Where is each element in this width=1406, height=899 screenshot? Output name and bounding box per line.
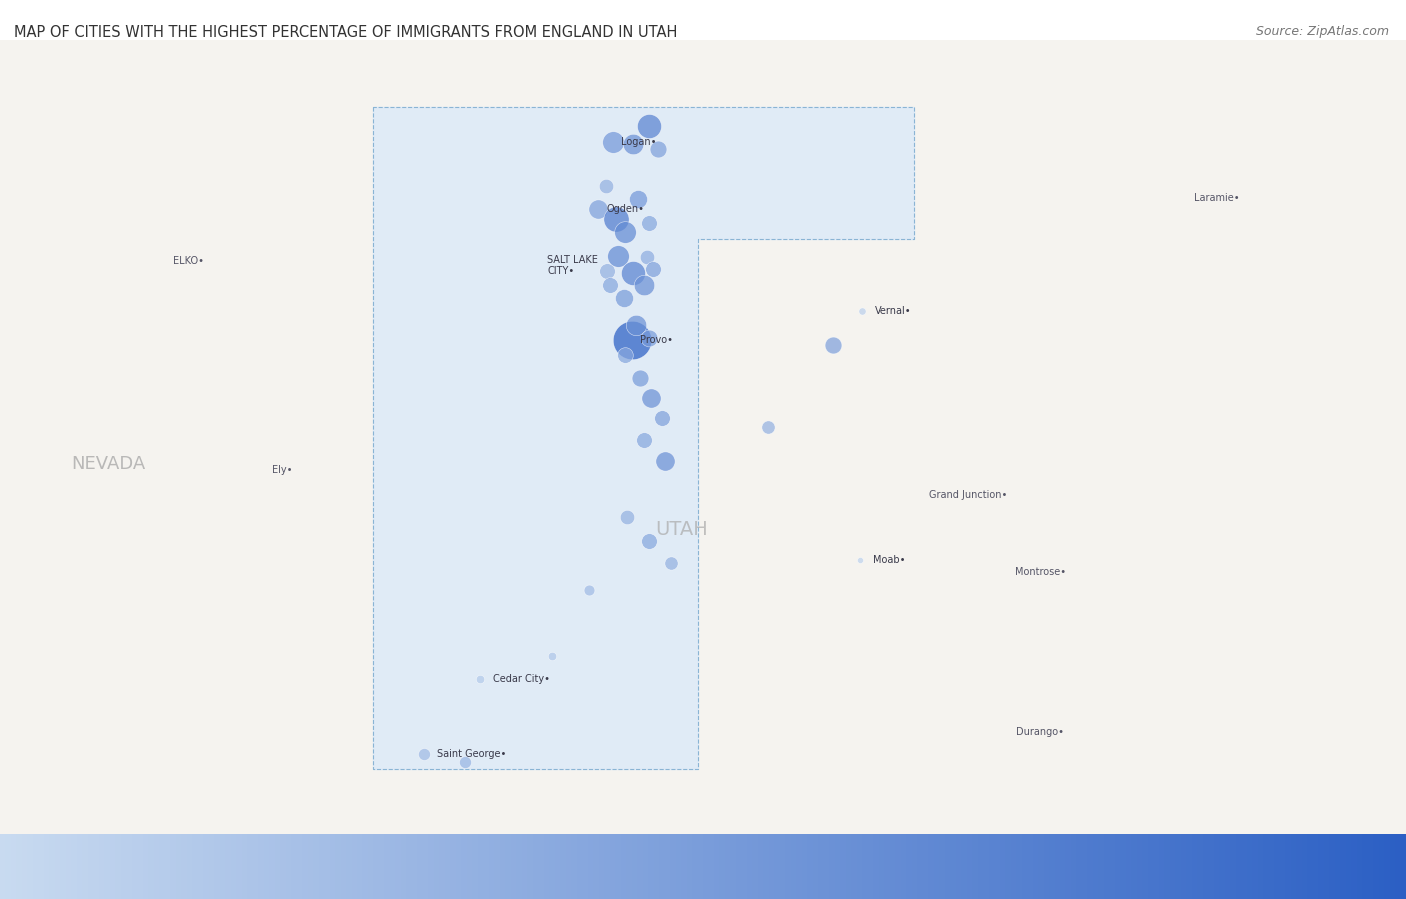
Text: Source: ZipAtlas.com: Source: ZipAtlas.com — [1256, 25, 1389, 38]
Point — [638, 216, 661, 230]
Point — [654, 454, 676, 468]
Text: Logan•: Logan• — [621, 137, 657, 147]
Text: Ely•: Ely• — [271, 466, 292, 476]
Text: Montrose•: Montrose• — [1015, 567, 1066, 577]
Point — [651, 410, 673, 424]
Point — [647, 142, 669, 156]
Text: SALT LAKE
CITY•: SALT LAKE CITY• — [547, 254, 598, 276]
Point — [621, 137, 644, 151]
Point — [614, 348, 637, 362]
Point — [638, 120, 661, 134]
Point — [643, 263, 665, 277]
Text: Moab•: Moab• — [873, 556, 905, 565]
Text: Cedar City•: Cedar City• — [494, 673, 550, 683]
Point — [606, 249, 628, 263]
Point — [602, 135, 624, 149]
Text: MAP OF CITIES WITH THE HIGHEST PERCENTAGE OF IMMIGRANTS FROM ENGLAND IN UTAH: MAP OF CITIES WITH THE HIGHEST PERCENTAG… — [14, 25, 678, 40]
Text: Provo•: Provo• — [641, 335, 673, 345]
Text: NEVADA: NEVADA — [72, 455, 145, 473]
Point — [633, 432, 655, 447]
Point — [614, 225, 637, 239]
Point — [638, 331, 661, 345]
Text: ELKO•: ELKO• — [173, 256, 204, 266]
Text: Laramie•: Laramie• — [1194, 193, 1240, 203]
Point — [628, 370, 651, 385]
Point — [578, 583, 600, 597]
Text: Grand Junction•: Grand Junction• — [929, 490, 1007, 500]
Point — [540, 648, 562, 663]
Point — [616, 510, 638, 524]
Point — [586, 202, 609, 217]
Point — [627, 192, 650, 207]
Polygon shape — [373, 107, 914, 770]
Text: Saint George•: Saint George• — [437, 750, 506, 760]
Point — [595, 263, 617, 278]
Point — [621, 266, 644, 280]
Point — [620, 334, 643, 348]
Point — [821, 337, 844, 352]
Point — [595, 179, 617, 193]
Text: UTAH: UTAH — [655, 521, 707, 539]
Point — [605, 212, 627, 227]
Text: Ogden•: Ogden• — [606, 204, 644, 214]
Point — [624, 317, 647, 332]
Point — [851, 304, 873, 318]
Text: Durango•: Durango• — [1017, 726, 1064, 737]
Point — [468, 672, 491, 686]
Point — [454, 754, 477, 769]
Point — [633, 278, 655, 292]
Point — [599, 278, 621, 292]
Point — [756, 420, 779, 434]
Point — [412, 747, 434, 761]
Point — [659, 556, 682, 570]
Point — [638, 533, 661, 547]
Point — [640, 390, 662, 405]
Text: Vernal•: Vernal• — [875, 306, 911, 316]
Point — [849, 553, 872, 567]
Point — [636, 250, 658, 264]
Point — [613, 291, 636, 306]
